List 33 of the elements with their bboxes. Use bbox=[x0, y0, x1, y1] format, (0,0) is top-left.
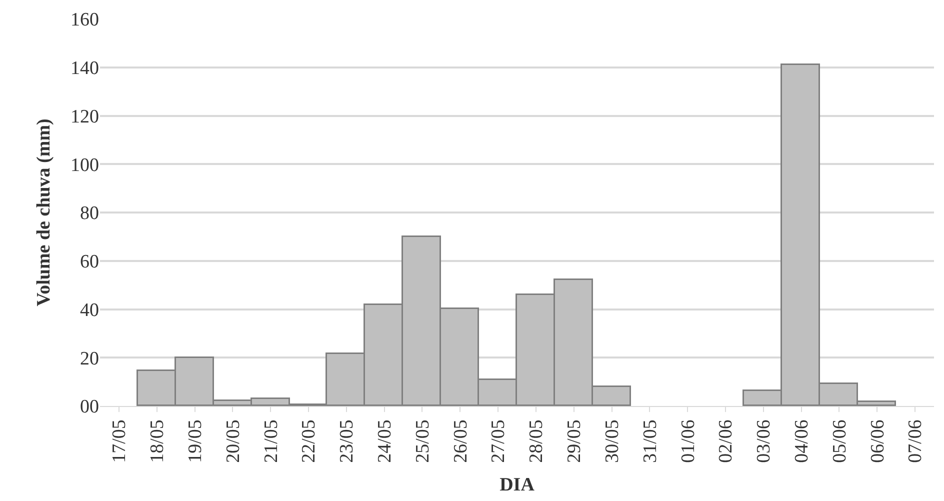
x-tick-label: 27/05 bbox=[488, 420, 510, 463]
y-tick-label: 140 bbox=[70, 58, 99, 80]
y-tick-label: 60 bbox=[80, 252, 99, 273]
x-tick-label: 25/05 bbox=[412, 420, 434, 463]
x-tick-label: 19/05 bbox=[184, 420, 206, 463]
x-tick-label: 18/05 bbox=[147, 420, 168, 463]
x-tick-label: 05/06 bbox=[829, 420, 850, 463]
y-tick-label: 20 bbox=[80, 348, 99, 370]
x-tick-label: 26/05 bbox=[450, 420, 472, 463]
x-tick-label: 21/05 bbox=[260, 420, 282, 463]
x-tick-label: 22/05 bbox=[298, 420, 320, 463]
x-tick-label: 17/05 bbox=[109, 420, 130, 463]
x-tick-label: 31/05 bbox=[640, 420, 661, 463]
x-tick-label: 04/06 bbox=[791, 420, 812, 463]
y-tick-label: 00 bbox=[80, 396, 99, 418]
y-tick-label: 80 bbox=[80, 203, 99, 224]
y-tick-label: 40 bbox=[80, 300, 99, 321]
x-tick-label: 28/05 bbox=[526, 420, 548, 463]
y-tick-label: 160 bbox=[70, 10, 99, 31]
x-tick-label: 20/05 bbox=[222, 420, 244, 463]
x-tick-label: 06/06 bbox=[867, 420, 888, 463]
x-tick-label: 29/05 bbox=[564, 420, 586, 463]
x-tick-label: 07/06 bbox=[905, 420, 926, 463]
x-tick-label: 30/05 bbox=[602, 420, 623, 463]
x-tick-label: 03/06 bbox=[754, 420, 775, 463]
y-tick-label: 120 bbox=[70, 106, 99, 128]
x-tick-label: 23/05 bbox=[336, 420, 358, 463]
x-tick-label: 02/06 bbox=[716, 420, 737, 463]
x-axis-title: DIA bbox=[500, 474, 535, 496]
y-axis-title: Volume de chuva (mm) bbox=[33, 118, 54, 306]
x-tick-label: 24/05 bbox=[374, 420, 396, 463]
x-tick-label: 01/06 bbox=[678, 420, 699, 463]
y-tick-label: 100 bbox=[70, 154, 99, 176]
